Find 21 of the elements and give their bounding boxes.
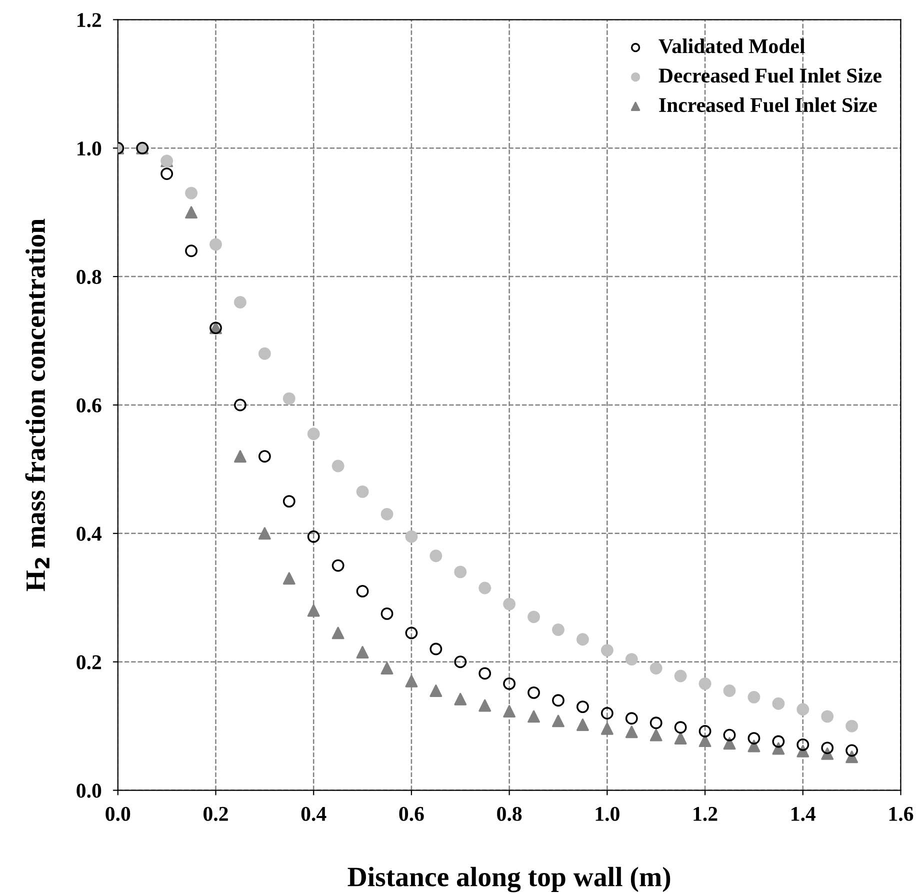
x-tick-label: 0.2 — [204, 806, 228, 822]
x-tick-label: 1.6 — [889, 806, 914, 822]
x-tick-label: 1.2 — [694, 806, 718, 822]
x-tick-label: 1.4 — [792, 806, 816, 822]
y-tick-label: 0.6 — [76, 398, 102, 413]
y-tick-label: 0.2 — [76, 655, 102, 670]
x-tick-label: 0.6 — [399, 806, 424, 822]
y-tick-label: 0.8 — [76, 270, 102, 284]
y-tick-label: 0.4 — [76, 526, 102, 541]
x-tick-label: 0.8 — [497, 806, 522, 822]
legend-label: Decreased Fuel Inlet Size — [658, 68, 882, 83]
legend-label: Increased Fuel Inlet Size — [659, 97, 877, 112]
y-tick-label: 1.2 — [78, 13, 102, 28]
y-tick-label: 0.0 — [76, 784, 102, 798]
y-axis-title: H$_{2}$ mass fraction concentration — [25, 218, 50, 592]
y-tick-label: 1.0 — [78, 141, 102, 156]
x-tick-label: 1.0 — [596, 806, 620, 822]
x-tick-label: 0.4 — [301, 806, 326, 822]
legend-label: Validated Model — [658, 38, 805, 54]
x-tick-label: 0.0 — [106, 806, 130, 822]
x-axis-title: Distance along top wall (m) — [348, 866, 670, 892]
